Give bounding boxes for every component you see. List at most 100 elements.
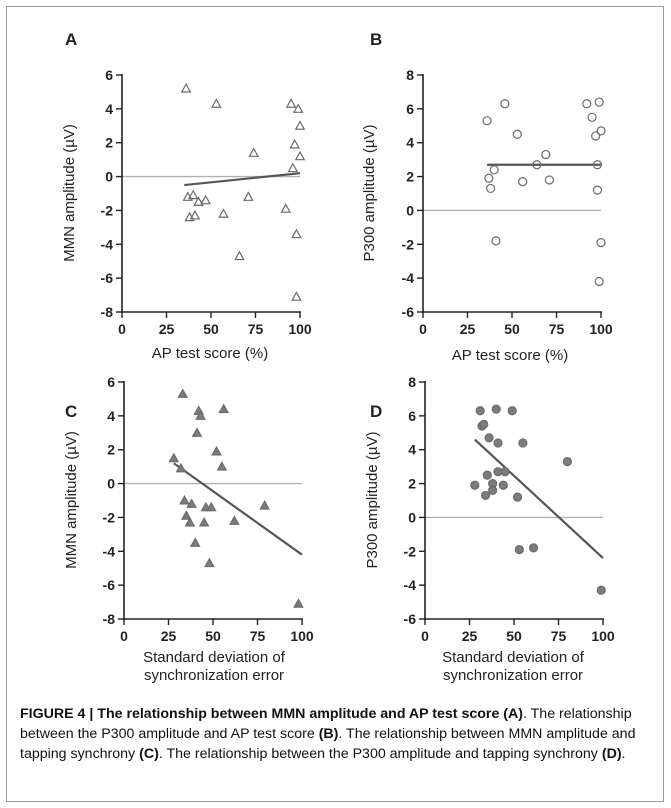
caption-ref-a: (A) (503, 706, 523, 722)
data-point (234, 250, 245, 261)
data-point (216, 461, 228, 471)
caption-sentence-c: The relationship between MMN amplitude a… (20, 726, 636, 762)
data-point (259, 500, 270, 510)
x-tick-label: 100 (589, 321, 613, 337)
x-tick-label: 50 (205, 628, 221, 644)
y-tick-label: -4 (103, 543, 116, 559)
data-point (187, 189, 199, 200)
y-axis-label: P300 amplitude (µV) (361, 124, 378, 261)
data-point (518, 177, 528, 187)
y-tick-label: 0 (406, 202, 414, 218)
y-tick-label: -2 (103, 509, 116, 525)
data-point (287, 162, 299, 173)
figure-caption: FIGURE 4 | The relationship between MMN … (20, 706, 636, 762)
regression-line (173, 462, 303, 556)
data-point (486, 183, 496, 194)
regression-line (474, 438, 604, 559)
data-point (596, 126, 606, 136)
y-tick-label: -6 (402, 304, 415, 320)
x-axis-label: AP test score (%) (152, 345, 268, 362)
data-point (177, 388, 189, 398)
y-tick-label: 0 (408, 509, 416, 525)
data-point (491, 236, 501, 246)
data-point (200, 194, 211, 205)
data-point (500, 99, 510, 109)
data-point (475, 406, 485, 416)
data-point (596, 585, 606, 595)
y-tick-label: 8 (406, 67, 414, 83)
y-tick-label: 4 (406, 135, 414, 151)
y-tick-label: 6 (107, 374, 115, 390)
x-tick-label: 0 (120, 628, 128, 644)
data-point (191, 427, 203, 437)
caption-ref-d: (D) (601, 746, 622, 762)
data-point (582, 99, 592, 109)
y-tick-label: 6 (105, 67, 113, 83)
panel-letter: D (370, 402, 382, 421)
data-point (489, 165, 499, 175)
data-point (488, 485, 498, 495)
data-point (480, 490, 491, 501)
x-tick-label: 25 (159, 321, 175, 337)
y-tick-label: -6 (101, 270, 114, 286)
data-point (180, 83, 192, 93)
x-tick-label: 100 (288, 321, 312, 337)
caption-ref-b: (B) (318, 726, 339, 742)
data-point (218, 208, 229, 218)
data-point (198, 516, 210, 527)
data-point (175, 462, 187, 473)
y-tick-label: 6 (408, 408, 416, 424)
x-tick-label: 50 (504, 321, 520, 337)
x-tick-label: 50 (203, 321, 219, 337)
data-point (291, 228, 302, 239)
panel-letter: A (65, 30, 77, 49)
y-tick-label: -2 (404, 543, 417, 559)
panel-letter: B (370, 30, 382, 49)
x-tick-label: 100 (290, 628, 314, 644)
x-tick-label: 25 (460, 321, 476, 337)
panel-letter: C (65, 402, 77, 421)
data-point (592, 185, 603, 195)
data-point (180, 510, 192, 520)
figure-plots: A -8 -6 -4 -2 0 2 4 6 0 25 50 75 100 AP test score (%)… (61, 30, 615, 684)
y-tick-label: 2 (406, 169, 414, 185)
figure-frame (6, 6, 664, 802)
x-tick-label: 75 (551, 628, 567, 644)
data-point (229, 515, 240, 525)
data-point (294, 150, 306, 161)
regression-line (184, 172, 301, 187)
y-axis-label: P300 amplitude (µV) (364, 431, 381, 568)
y-tick-label: 4 (105, 101, 113, 117)
data-point (168, 452, 180, 463)
data-point (186, 498, 197, 508)
caption-title: FIGURE 4 | The relationship between MMN … (20, 706, 500, 722)
data-point (484, 433, 494, 443)
y-tick-label: 4 (408, 442, 416, 458)
x-tick-label: 0 (118, 321, 126, 337)
data-point (248, 147, 260, 157)
data-point (289, 138, 300, 149)
y-tick-label: -6 (103, 577, 116, 593)
data-point (507, 406, 517, 416)
data-point (532, 160, 542, 170)
y-tick-label: -4 (101, 236, 114, 252)
x-tick-label: 75 (250, 628, 266, 644)
data-point (491, 404, 501, 414)
data-point (592, 160, 603, 170)
data-point (528, 543, 539, 553)
caption-sentence-b: The relationship between the P300 amplit… (20, 706, 632, 742)
y-tick-label: 4 (107, 408, 115, 424)
caption-sentence-d: The relationship between the P300 amplit… (166, 746, 598, 762)
data-point (482, 116, 492, 126)
data-point (243, 191, 254, 201)
y-tick-label: 0 (107, 476, 115, 492)
data-point (189, 209, 201, 220)
data-point (189, 537, 201, 547)
data-point (493, 438, 503, 448)
x-tick-label: 75 (248, 321, 264, 337)
data-point (293, 598, 304, 608)
y-tick-label: -6 (404, 611, 417, 627)
caption-ref-c: (C) (139, 746, 159, 762)
y-tick-label: -4 (402, 270, 415, 286)
y-tick-label: 0 (105, 169, 113, 185)
